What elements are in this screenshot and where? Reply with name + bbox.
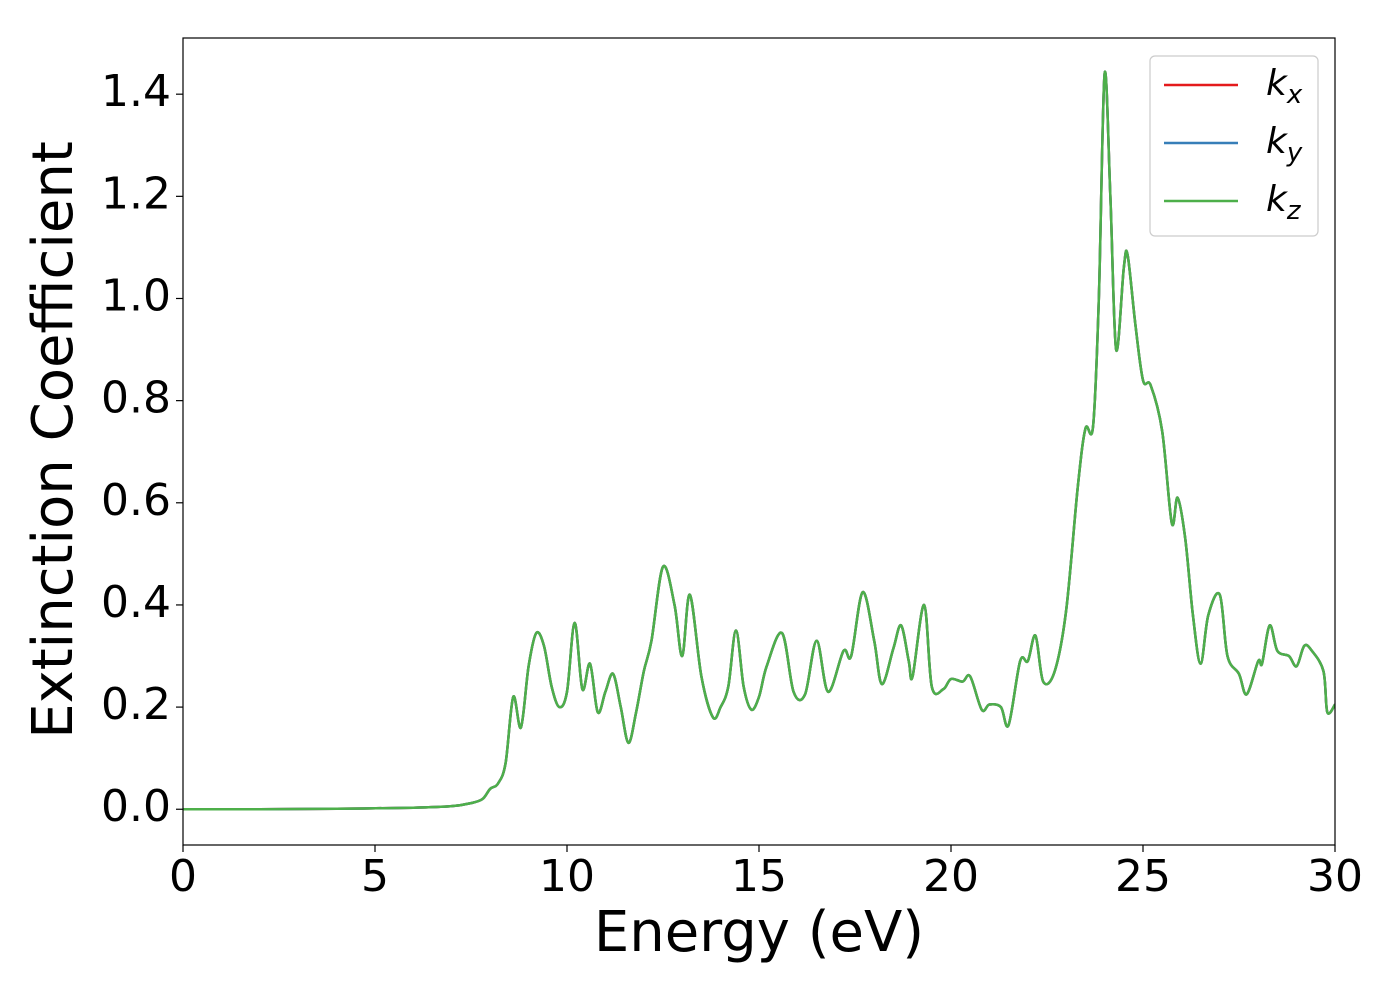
x-tick-label: 5	[361, 851, 389, 902]
y-tick-label: 1.0	[101, 270, 171, 321]
x-axis-label: Energy (eV)	[594, 900, 924, 965]
y-tick-label: 0.8	[101, 373, 171, 424]
legend-label: ky	[1266, 121, 1303, 168]
x-tick-label: 15	[731, 851, 787, 902]
x-tick-label: 0	[169, 851, 197, 902]
x-tick-label: 20	[923, 851, 979, 902]
plot-frame	[182, 37, 1336, 846]
y-tick-label: 1.4	[101, 66, 171, 117]
legend-label: kx	[1266, 63, 1303, 110]
y-tick-label: 0.0	[101, 781, 171, 832]
legend-box	[1149, 55, 1319, 237]
data-line	[183, 70, 1335, 811]
legend-label: kz	[1266, 179, 1302, 226]
y-tick-label: 0.4	[101, 577, 171, 628]
x-tick-label: 10	[539, 851, 595, 902]
x-tick-label: 30	[1307, 851, 1363, 902]
x-tick-label: 25	[1115, 851, 1171, 902]
y-tick-label: 1.2	[101, 168, 171, 219]
y-axis-label: Extinction Coefficient	[21, 141, 86, 739]
y-tick-label: 0.6	[101, 475, 171, 526]
y-tick-label: 0.2	[101, 679, 171, 730]
